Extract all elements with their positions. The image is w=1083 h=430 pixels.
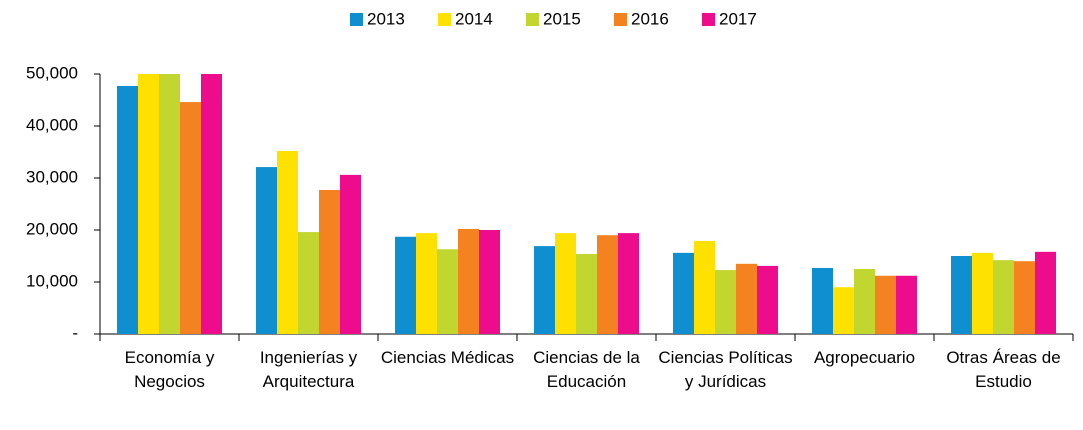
x-tick-label: Ciencias Políticas y Jurídicas — [658, 348, 793, 391]
y-tick-label: 10,000 — [26, 271, 78, 290]
x-tick-label: Ciencias Médicas — [380, 348, 515, 367]
bar — [416, 233, 437, 334]
bar — [715, 270, 736, 334]
bar — [277, 150, 298, 334]
bar — [597, 235, 618, 334]
bar — [1035, 251, 1056, 334]
bar — [437, 249, 458, 334]
legend-swatch — [350, 13, 363, 26]
bar — [812, 267, 833, 334]
x-tick-label: Otras Áreas de Estudio — [946, 348, 1061, 391]
legend-swatch — [702, 13, 715, 26]
bar — [618, 233, 639, 334]
bar — [576, 253, 597, 334]
legend-label: 2016 — [631, 9, 669, 28]
bar — [298, 232, 319, 334]
bar — [972, 252, 993, 334]
bar — [534, 246, 555, 334]
y-tick-label: 50,000 — [26, 63, 78, 82]
bar — [138, 74, 159, 334]
bar — [479, 230, 500, 334]
y-tick-label: 30,000 — [26, 167, 78, 186]
x-tick-label: Economía y Negocios — [124, 348, 215, 391]
bar — [201, 74, 222, 334]
legend-swatch — [526, 13, 539, 26]
y-tick-label: 40,000 — [26, 115, 78, 134]
bar — [951, 256, 972, 334]
legend-label: 2014 — [455, 9, 493, 28]
bar — [395, 236, 416, 334]
legend-label: 2015 — [543, 9, 581, 28]
bar — [319, 189, 340, 334]
y-tick-label: 20,000 — [26, 219, 78, 238]
bar — [458, 228, 479, 334]
legend-label: 2013 — [367, 9, 405, 28]
bar — [875, 275, 896, 334]
x-tick-label: Ciencias de la Educación — [533, 348, 640, 391]
bar — [117, 85, 138, 335]
x-tick-label: Agropecuario — [813, 348, 916, 367]
bar — [736, 263, 757, 334]
bar — [159, 74, 180, 334]
bar — [180, 102, 201, 334]
y-tick-label: - — [72, 323, 78, 342]
bar — [854, 269, 875, 334]
bar — [340, 174, 361, 334]
bar — [256, 167, 277, 334]
bar — [896, 275, 917, 334]
bar — [555, 233, 576, 334]
bar — [993, 260, 1014, 334]
legend-swatch — [438, 13, 451, 26]
bar — [833, 287, 854, 334]
bar — [1014, 261, 1035, 334]
legend-label: 2017 — [719, 9, 757, 28]
legend-swatch — [614, 13, 627, 26]
bar — [673, 252, 694, 334]
bar — [757, 265, 778, 334]
bar — [694, 240, 715, 334]
x-tick-label: Ingenierías y Arquitectura — [259, 348, 358, 391]
